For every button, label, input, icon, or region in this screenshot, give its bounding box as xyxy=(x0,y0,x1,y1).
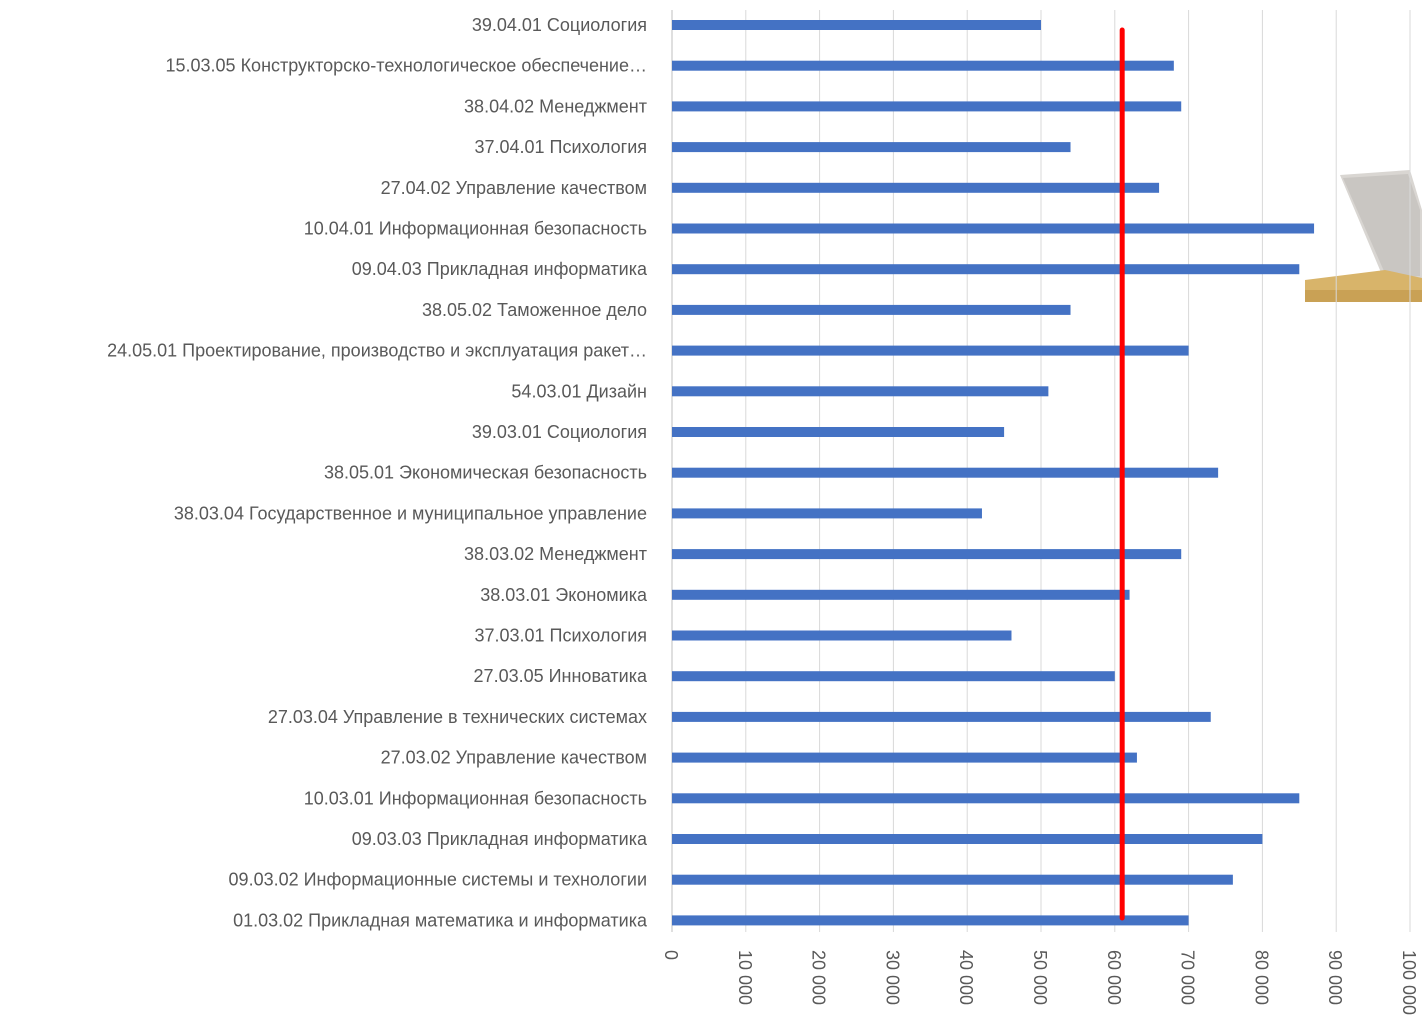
bar xyxy=(672,508,982,519)
category-label: 10.04.01 Информационная безопасность xyxy=(304,219,647,239)
category-label: 27.03.05 Инноватика xyxy=(474,666,648,686)
bar xyxy=(672,630,1012,641)
bar xyxy=(672,589,1130,600)
category-label: 37.03.01 Психология xyxy=(474,626,647,646)
tick-label: 70 000 xyxy=(1178,950,1198,1005)
bar xyxy=(672,874,1233,885)
category-label: 38.03.01 Экономика xyxy=(480,585,648,605)
tick-label: 0 xyxy=(661,950,681,960)
bar xyxy=(672,20,1041,30)
bar xyxy=(672,345,1189,356)
category-label: 54.03.01 Дизайн xyxy=(511,381,647,401)
bar xyxy=(672,264,1300,275)
category-label: 15.03.05 Конструкторско-технологическое … xyxy=(166,56,648,76)
bar xyxy=(672,549,1182,560)
bar xyxy=(672,467,1219,478)
tick-label: 10 000 xyxy=(735,950,755,1005)
category-label: 38.05.01 Экономическая безопасность xyxy=(324,463,647,483)
bar xyxy=(672,671,1115,682)
category-label: 27.04.02 Управление качеством xyxy=(381,178,647,198)
category-labels: 39.04.01 Социология 15.03.05 Конструкторс… xyxy=(107,15,648,930)
bar xyxy=(672,304,1071,315)
tick-label: 50 000 xyxy=(1030,950,1050,1005)
bar xyxy=(672,101,1182,112)
tick-label: 30 000 xyxy=(882,950,902,1005)
category-label: 09.03.02 Информационные системы и технол… xyxy=(229,870,647,890)
category-label: 27.03.02 Управление качеством xyxy=(381,748,647,768)
laptop-illustration xyxy=(1305,170,1422,302)
bar xyxy=(672,711,1211,722)
category-label: 09.03.03 Прикладная информатика xyxy=(352,829,648,849)
tick-label: 40 000 xyxy=(956,950,976,1005)
category-label: 10.03.01 Информационная безопасность xyxy=(304,788,647,808)
bars xyxy=(672,20,1315,926)
tick-label: 80 000 xyxy=(1251,950,1271,1005)
bar xyxy=(672,752,1137,763)
bar xyxy=(672,834,1263,844)
category-label: 39.04.01 Социология xyxy=(472,15,647,35)
category-label: 38.05.02 Таможенное дело xyxy=(422,300,647,320)
category-label: 27.03.04 Управление в технических систем… xyxy=(268,707,647,727)
bar xyxy=(672,386,1049,397)
category-label: 39.03.01 Социология xyxy=(472,422,647,442)
category-label: 38.04.02 Менеджмент xyxy=(464,96,647,116)
bar xyxy=(672,60,1174,71)
bar xyxy=(672,142,1071,153)
category-label: 09.04.03 Прикладная информатика xyxy=(352,259,648,279)
bar xyxy=(672,182,1160,193)
category-label: 38.03.04 Государственное и муниципальное… xyxy=(174,503,647,523)
x-tick-labels: 0 10 000 20 000 30 000 40 000 50 000 60 000 70 … xyxy=(661,950,1419,1015)
category-label: 24.05.01 Проектирование, производство и … xyxy=(107,341,647,361)
bar xyxy=(672,793,1300,804)
category-label: 37.04.01 Психология xyxy=(474,137,647,157)
bar xyxy=(672,223,1315,234)
bar xyxy=(672,915,1189,926)
tick-label: 60 000 xyxy=(1104,950,1124,1005)
tick-label: 100 000 xyxy=(1399,950,1419,1015)
tick-label: 20 000 xyxy=(809,950,829,1005)
category-label: 01.03.02 Прикладная математика и информа… xyxy=(233,910,648,930)
category-label: 38.03.02 Менеджмент xyxy=(464,544,647,564)
bar xyxy=(672,427,1005,437)
tick-label: 90 000 xyxy=(1325,950,1345,1005)
